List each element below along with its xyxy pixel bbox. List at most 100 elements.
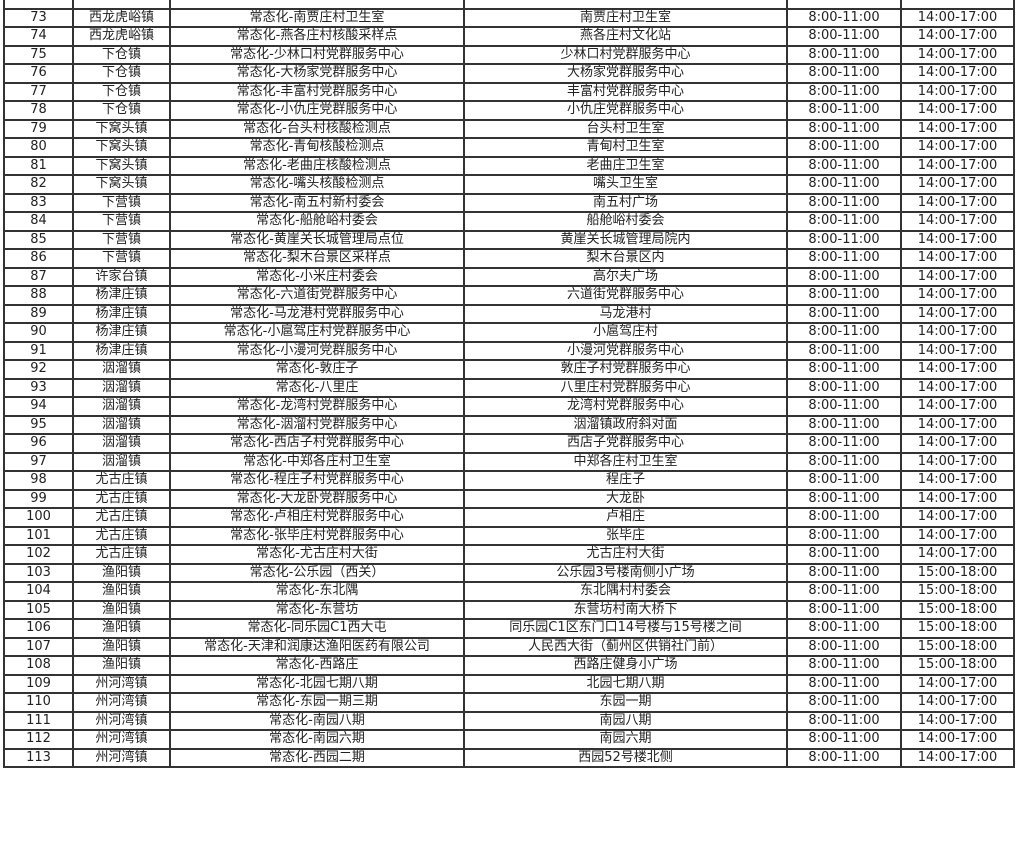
morning-hours-cell: 8:00-11:00 bbox=[786, 655, 902, 676]
town-cell: 杨津庄镇 bbox=[72, 340, 171, 361]
table-row: 78 下仓镇 常态化-小仇庄党群服务中心 小仇庄党群服务中心 8:00-11:00 14:… bbox=[3, 100, 1015, 121]
row-number-cell: 97 bbox=[3, 451, 74, 472]
afternoon-hours-cell: 14:00-17:00 bbox=[900, 285, 1015, 306]
table-row: 91 杨津庄镇 常态化-小漫河党群服务中心 小漫河党群服务中心 8:00-11:00 14… bbox=[3, 340, 1015, 361]
location-cell: 船舱峪村委会 bbox=[463, 211, 788, 232]
site-name-cell: 常态化-六道街党群服务中心 bbox=[169, 285, 465, 306]
morning-hours-cell: 8:00-11:00 bbox=[786, 747, 902, 768]
table-row: 90 杨津庄镇 常态化-小扈驾庄村党群服务中心 小扈驾庄村 8:00-11:00 14:0… bbox=[3, 322, 1015, 343]
table-row: 103 渔阳镇 常态化-公乐园（西关） 公乐园3号楼南侧小广场 8:00-11:00 15… bbox=[3, 562, 1015, 583]
row-number-cell: 86 bbox=[3, 248, 74, 269]
morning-hours-cell: 8:00-11:00 bbox=[786, 507, 902, 528]
afternoon-hours-cell: 15:00-18:00 bbox=[900, 618, 1015, 639]
row-number-cell: 89 bbox=[3, 303, 74, 324]
row-number-cell: 110 bbox=[3, 692, 74, 713]
location-cell: 西园52号楼北侧 bbox=[463, 747, 788, 768]
location-cell: 程庄子 bbox=[463, 470, 788, 491]
site-name-cell: 常态化-梨木台景区采样点 bbox=[169, 248, 465, 269]
site-name-cell: 常态化-洇溜村党群服务中心 bbox=[169, 414, 465, 435]
afternoon-hours-cell: 14:00-17:00 bbox=[900, 26, 1015, 47]
table-row: 85 下营镇 常态化-黄崖关长城管理局点位 黄崖关长城管理局院内 8:00-11:00 1… bbox=[3, 229, 1015, 250]
site-name-cell: 常态化-东园一期三期 bbox=[169, 692, 465, 713]
row-number-cell: 107 bbox=[3, 636, 74, 657]
afternoon-hours-cell: 14:00-17:00 bbox=[900, 322, 1015, 343]
table-row: 80 下窝头镇 常态化-青甸核酸检测点 青甸村卫生室 8:00-11:00 14:00-1… bbox=[3, 137, 1015, 158]
afternoon-hours-cell bbox=[900, 0, 1015, 10]
morning-hours-cell: 8:00-11:00 bbox=[786, 470, 902, 491]
morning-hours-cell: 8:00-11:00 bbox=[786, 266, 902, 287]
town-cell: 洇溜镇 bbox=[72, 433, 171, 454]
afternoon-hours-cell: 14:00-17:00 bbox=[900, 414, 1015, 435]
location-cell: 南园六期 bbox=[463, 729, 788, 750]
location-cell: 东园一期 bbox=[463, 692, 788, 713]
afternoon-hours-cell: 14:00-17:00 bbox=[900, 211, 1015, 232]
location-cell: 六道街党群服务中心 bbox=[463, 285, 788, 306]
town-cell: 下窝头镇 bbox=[72, 118, 171, 139]
row-number-cell: 93 bbox=[3, 377, 74, 398]
location-cell: 丰富村党群服务中心 bbox=[463, 81, 788, 102]
morning-hours-cell: 8:00-11:00 bbox=[786, 451, 902, 472]
row-number-cell: 109 bbox=[3, 673, 74, 694]
morning-hours-cell: 8:00-11:00 bbox=[786, 322, 902, 343]
location-cell: 北园七期八期 bbox=[463, 673, 788, 694]
afternoon-hours-cell: 14:00-17:00 bbox=[900, 266, 1015, 287]
table-row: 84 下营镇 常态化-船舱峪村委会 船舱峪村委会 8:00-11:00 14:00-17:… bbox=[3, 211, 1015, 232]
town-cell: 洇溜镇 bbox=[72, 414, 171, 435]
row-number-cell: 91 bbox=[3, 340, 74, 361]
town-cell: 下窝头镇 bbox=[72, 155, 171, 176]
location-cell: 八里庄村党群服务中心 bbox=[463, 377, 788, 398]
table-row: 81 下窝头镇 常态化-老曲庄核酸检测点 老曲庄卫生室 8:00-11:00 14:00-… bbox=[3, 155, 1015, 176]
row-number-cell: 84 bbox=[3, 211, 74, 232]
afternoon-hours-cell: 14:00-17:00 bbox=[900, 340, 1015, 361]
town-cell: 洇溜镇 bbox=[72, 377, 171, 398]
town-cell: 渔阳镇 bbox=[72, 636, 171, 657]
table-row: 113 州河湾镇 常态化-西园二期 西园52号楼北侧 8:00-11:00 14:00-1… bbox=[3, 747, 1015, 768]
town-cell: 州河湾镇 bbox=[72, 673, 171, 694]
location-cell: 小仇庄党群服务中心 bbox=[463, 100, 788, 121]
site-name-cell: 常态化-小漫河党群服务中心 bbox=[169, 340, 465, 361]
afternoon-hours-cell: 14:00-17:00 bbox=[900, 525, 1015, 546]
testing-sites-table: 73 西龙虎峪镇 常态化-南贾庄村卫生室 南贾庄村卫生室 8:00-11:00 14:00… bbox=[3, 0, 1015, 768]
town-cell: 下仓镇 bbox=[72, 100, 171, 121]
morning-hours-cell: 8:00-11:00 bbox=[786, 599, 902, 620]
table-row: 86 下营镇 常态化-梨木台景区采样点 梨木台景区内 8:00-11:00 14:00-1… bbox=[3, 248, 1015, 269]
location-cell: 大龙卧 bbox=[463, 488, 788, 509]
site-name-cell: 常态化-小扈驾庄村党群服务中心 bbox=[169, 322, 465, 343]
table-row: 107 渔阳镇 常态化-天津和润康达渔阳医药有限公司 人民西大街（蓟州区供销社门前） 8… bbox=[3, 636, 1015, 657]
site-name-cell: 常态化-少林口村党群服务中心 bbox=[169, 44, 465, 65]
morning-hours-cell: 8:00-11:00 bbox=[786, 100, 902, 121]
morning-hours-cell: 8:00-11:00 bbox=[786, 581, 902, 602]
site-name-cell: 常态化-老曲庄核酸检测点 bbox=[169, 155, 465, 176]
morning-hours-cell: 8:00-11:00 bbox=[786, 63, 902, 84]
table-row: 92 洇溜镇 常态化-敦庄子 敦庄子村党群服务中心 8:00-11:00 14:00-17… bbox=[3, 359, 1015, 380]
site-name-cell: 常态化-大龙卧党群服务中心 bbox=[169, 488, 465, 509]
table-row: 97 洇溜镇 常态化-中郑各庄村卫生室 中郑各庄村卫生室 8:00-11:00 14:00… bbox=[3, 451, 1015, 472]
site-name-cell: 常态化-敦庄子 bbox=[169, 359, 465, 380]
town-cell: 渔阳镇 bbox=[72, 655, 171, 676]
location-cell: 西路庄健身小广场 bbox=[463, 655, 788, 676]
morning-hours-cell: 8:00-11:00 bbox=[786, 488, 902, 509]
afternoon-hours-cell: 14:00-17:00 bbox=[900, 451, 1015, 472]
location-cell: 少林口村党群服务中心 bbox=[463, 44, 788, 65]
row-number-cell: 77 bbox=[3, 81, 74, 102]
site-name-cell: 常态化-龙湾村党群服务中心 bbox=[169, 396, 465, 417]
site-name-cell: 常态化-小仇庄党群服务中心 bbox=[169, 100, 465, 121]
table-row: 112 州河湾镇 常态化-南园六期 南园六期 8:00-11:00 14:00-17:00 bbox=[3, 729, 1015, 750]
town-cell: 洇溜镇 bbox=[72, 359, 171, 380]
row-number-cell: 76 bbox=[3, 63, 74, 84]
site-name-cell: 常态化-尤古庄村大街 bbox=[169, 544, 465, 565]
afternoon-hours-cell: 14:00-17:00 bbox=[900, 396, 1015, 417]
afternoon-hours-cell: 15:00-18:00 bbox=[900, 581, 1015, 602]
table-row: 102 尤古庄镇 常态化-尤古庄村大街 尤古庄村大街 8:00-11:00 14:00-1… bbox=[3, 544, 1015, 565]
town-cell: 洇溜镇 bbox=[72, 451, 171, 472]
location-cell: 南园八期 bbox=[463, 710, 788, 731]
afternoon-hours-cell: 14:00-17:00 bbox=[900, 747, 1015, 768]
afternoon-hours-cell: 14:00-17:00 bbox=[900, 729, 1015, 750]
afternoon-hours-cell: 14:00-17:00 bbox=[900, 359, 1015, 380]
town-cell: 尤古庄镇 bbox=[72, 525, 171, 546]
morning-hours-cell: 8:00-11:00 bbox=[786, 692, 902, 713]
row-number-cell: 87 bbox=[3, 266, 74, 287]
town-cell: 下营镇 bbox=[72, 211, 171, 232]
town-cell: 尤古庄镇 bbox=[72, 470, 171, 491]
morning-hours-cell: 8:00-11:00 bbox=[786, 710, 902, 731]
